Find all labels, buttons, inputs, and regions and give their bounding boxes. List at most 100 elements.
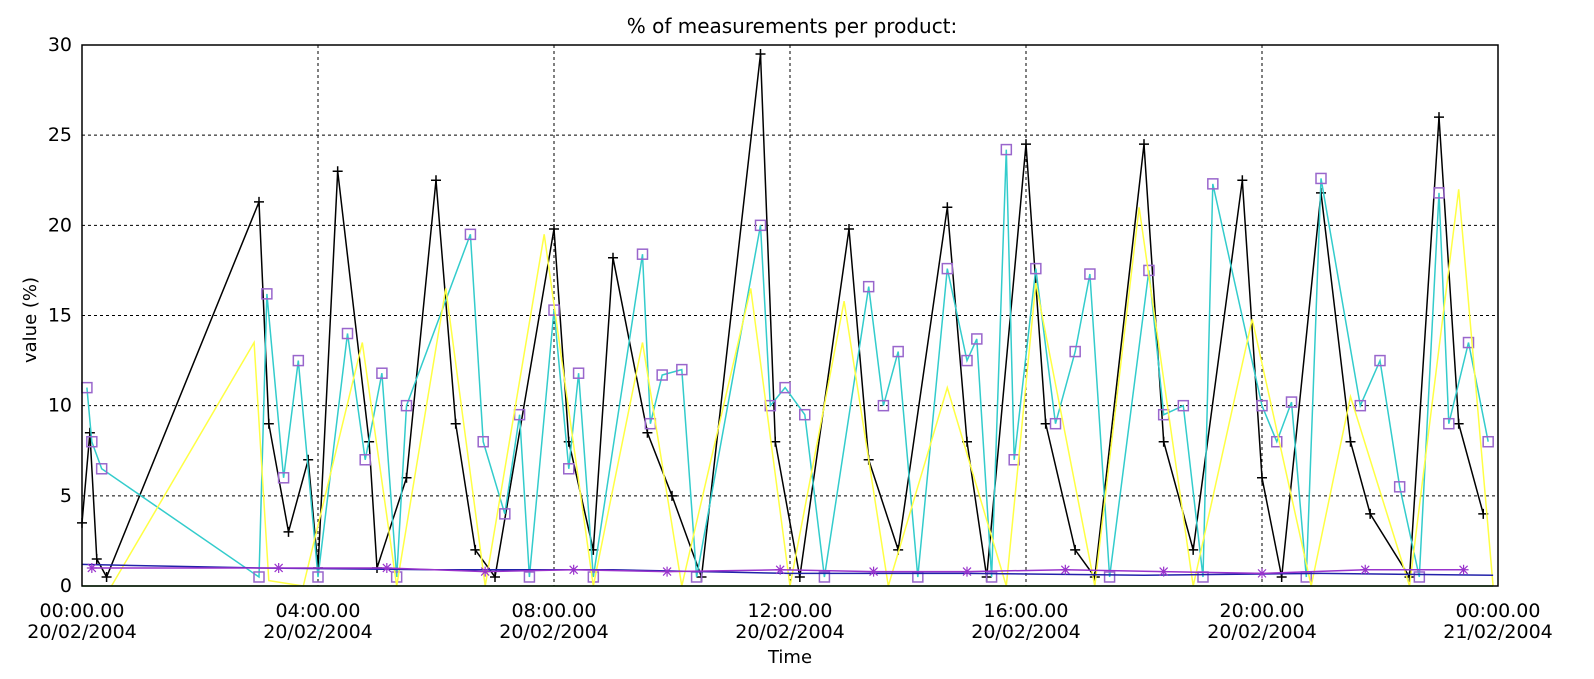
data-point-square [1433, 187, 1445, 199]
x-axis-label: Time [767, 647, 812, 668]
x-tick-time: 00:00.00 [1456, 600, 1541, 622]
data-point-plus [332, 166, 343, 177]
data-point-plus [1070, 544, 1081, 555]
data-point-square [376, 367, 388, 379]
plot-frame [81, 44, 1499, 587]
data-point-square [400, 399, 413, 412]
data-point-plus [254, 196, 264, 207]
data-point-plus [431, 175, 441, 186]
data-point-square [676, 363, 688, 376]
data-point-plus [770, 436, 781, 447]
data-point-square [1207, 178, 1219, 190]
series-line [91, 567, 1464, 575]
data-point-square [862, 280, 875, 293]
y-tick-labels: 0 5 10 15 20 25 30 [48, 34, 72, 597]
y-tick-label: 0 [60, 575, 72, 597]
data-point-square [877, 399, 890, 412]
data-point-square [1354, 399, 1367, 412]
data-point-star [868, 566, 879, 577]
data-point-square [1256, 399, 1268, 412]
data-point-plus [470, 544, 481, 555]
data-point-square [86, 435, 98, 448]
data-point-star [1060, 564, 1071, 575]
data-point-star [273, 562, 284, 573]
data-point-plus [755, 49, 766, 60]
x-tick-time: 00:00.00 [40, 600, 125, 622]
data-point-square [477, 435, 489, 448]
data-point-square [261, 288, 273, 300]
data-point-square [892, 345, 904, 358]
data-point-square [292, 354, 305, 367]
data-point-square [341, 327, 354, 340]
data-point-square [1049, 417, 1062, 430]
data-point-star [86, 562, 97, 573]
data-point-square [312, 571, 324, 583]
data-point-star [1158, 566, 1169, 577]
chart-title: % of measurements per product: [627, 14, 958, 38]
x-tick-date: 21/02/2004 [1443, 621, 1553, 643]
data-point-square [359, 454, 371, 466]
data-point-square [1103, 571, 1116, 583]
data-point-star [1257, 568, 1267, 579]
data-point-square [1030, 262, 1042, 275]
series-line [110, 189, 1494, 587]
data-point-star [568, 564, 579, 575]
data-point-plus [1188, 544, 1199, 555]
data-point-plus [263, 418, 274, 429]
data-point-plus [549, 223, 559, 234]
series-4 [86, 562, 1469, 579]
y-tick-label: 25 [48, 124, 72, 146]
x-tick-date: 20/02/2004 [27, 621, 137, 643]
y-tick-label: 5 [60, 485, 72, 507]
data-point-square [799, 408, 811, 421]
series-line [86, 149, 1489, 579]
data-point-plus [844, 223, 854, 234]
data-point-square [818, 571, 831, 583]
data-point-square [1069, 345, 1081, 358]
data-point-square [754, 219, 767, 232]
series-2 [110, 189, 1494, 587]
data-point-square [1177, 399, 1190, 412]
data-point-plus [1040, 418, 1051, 429]
data-point-plus [608, 252, 618, 263]
x-tick-time: 04:00.00 [276, 600, 361, 622]
data-point-square [779, 381, 791, 394]
data-point-plus [91, 553, 102, 564]
data-point-square [1315, 172, 1327, 185]
data-point-square [941, 262, 954, 275]
data-point-plus [1257, 472, 1267, 483]
x-tick-date: 20/02/2004 [263, 621, 373, 643]
data-point-star [381, 562, 392, 573]
data-point-square [656, 369, 668, 381]
data-point-square [1413, 571, 1426, 583]
data-point-square [961, 354, 973, 367]
data-point-plus [283, 526, 294, 537]
data-point-square [1271, 435, 1283, 448]
data-point-plus [101, 571, 112, 582]
data-point-plus [1345, 436, 1356, 447]
data-point-square [1084, 268, 1096, 280]
data-point-square [253, 571, 265, 583]
data-point-plus [1365, 508, 1376, 519]
data-point-square [1482, 435, 1494, 448]
x-tick-time: 20:00.00 [1220, 600, 1305, 622]
x-tick-date: 20/02/2004 [971, 621, 1081, 643]
data-point-star [962, 566, 972, 577]
data-point-square [277, 472, 290, 484]
grid [82, 45, 1498, 586]
data-point-square [1462, 336, 1475, 349]
data-point-plus [450, 418, 461, 429]
data-point-plus [1453, 418, 1464, 429]
y-tick-label: 20 [48, 214, 72, 236]
data-point-square [563, 463, 575, 475]
data-point-star [1458, 564, 1469, 575]
y-tick-label: 30 [48, 34, 72, 56]
data-point-square [499, 508, 511, 520]
data-point-plus [401, 472, 412, 483]
data-point-square [1000, 143, 1013, 156]
data-point-plus [942, 202, 953, 213]
x-tick-date: 20/02/2004 [1207, 621, 1317, 643]
data-point-plus [1139, 139, 1149, 150]
data-point-square [572, 367, 585, 379]
